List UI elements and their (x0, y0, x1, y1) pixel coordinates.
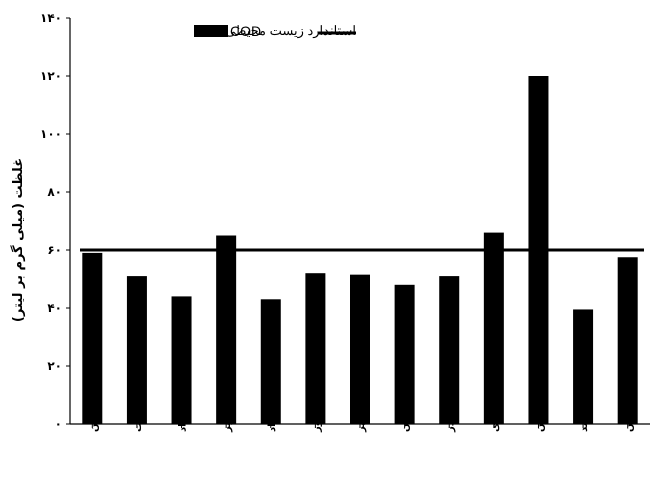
bar-cod (573, 309, 594, 424)
legend-label-cod: COD (230, 23, 261, 39)
legend-label-standard: استاندارد زیست محیطی (225, 23, 356, 39)
y-axis-label: غلظت (میلی گرم بر لیتر) (10, 158, 26, 322)
x-tick-label: خرداد (178, 405, 189, 432)
bar-cod (171, 296, 192, 424)
y-tick-label: ۱۲۰ (40, 69, 62, 83)
x-tick-label: شهریور (311, 393, 322, 433)
bar-cod (394, 284, 415, 424)
x-tick-label: بهمن (534, 406, 545, 432)
bar-cod (260, 299, 281, 424)
bar-cod (216, 235, 237, 424)
y-tick-label: ۱۰۰ (40, 127, 62, 141)
legend: COD استاندارد زیست محیطی (194, 23, 356, 39)
bar-cod (126, 276, 147, 424)
bar-cod (617, 257, 638, 424)
y-tick-label: ۶۰ (47, 243, 62, 257)
x-tick-label: اسفند (579, 402, 590, 432)
x-tick-label: مرداد (267, 406, 278, 432)
bar-cod (82, 252, 103, 424)
x-tick-labels: فروردین اردیبهشت خرداد تیر مرداد شهریور مهر آبا… (88, 382, 634, 433)
x-tick-label: مهر (356, 413, 367, 433)
x-tick-label: تیر (222, 418, 233, 433)
y-ticks: ۰ ۲۰ ۴۰ ۶۰ ۸۰ ۱۰۰ ۱۲۰ ۱۴۰ (40, 11, 70, 431)
x-tick-label: آذر (443, 417, 456, 433)
legend-swatch-cod (194, 25, 228, 37)
bar-cod (350, 274, 370, 424)
x-tick-label: آبان (399, 412, 412, 432)
bar-cod (483, 232, 504, 424)
x-tick-label: میانگین (622, 395, 635, 432)
y-tick-label: ۰ (55, 417, 62, 431)
y-tick-label: ۲۰ (47, 359, 62, 373)
y-tick-label: ۱۴۰ (40, 11, 62, 25)
x-tick-label: فروردین (88, 389, 99, 432)
bar-cod (305, 273, 326, 424)
y-tick-label: ۸۰ (47, 185, 62, 199)
x-tick-label: دی (490, 418, 501, 432)
x-tick-label: اردیبهشت (133, 382, 144, 432)
bars (82, 76, 638, 428)
bar-cod (439, 276, 460, 424)
y-tick-label: ۴۰ (47, 301, 62, 315)
